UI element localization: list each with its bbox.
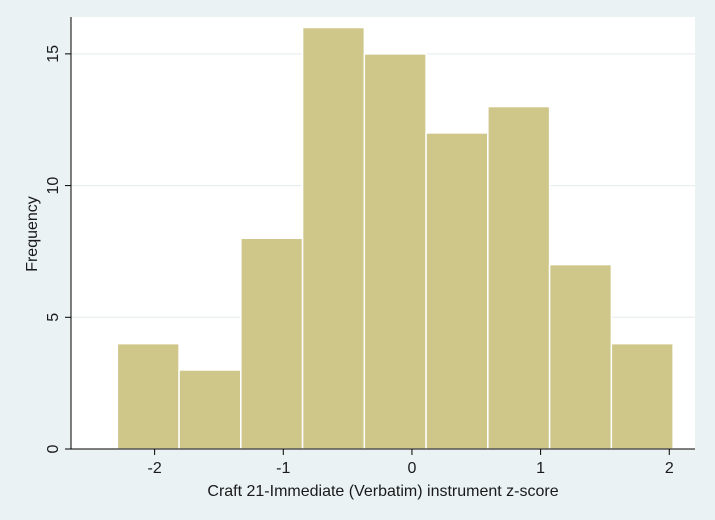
histogram-bar — [548, 263, 613, 450]
tick-labels: -2 -1 0 1 2 0 5 10 15 — [45, 45, 674, 477]
histogram-bar — [610, 342, 674, 450]
x-tick-label: 1 — [536, 460, 545, 477]
histogram-bar — [487, 105, 551, 450]
x-tick-label: 0 — [407, 460, 416, 477]
histogram-bar — [116, 342, 180, 450]
x-tick-label: 2 — [665, 460, 674, 477]
x-tick-label: -2 — [148, 460, 162, 477]
histogram-bar — [240, 237, 304, 450]
histogram-bar — [363, 53, 427, 450]
histogram-bars — [116, 26, 674, 450]
y-tick-label: 10 — [45, 177, 62, 195]
y-axis-title: Frequency — [24, 196, 41, 272]
x-axis-title: Craft 21-Immediate (Verbatim) instrument… — [207, 483, 558, 500]
x-tick-label: -1 — [276, 460, 290, 477]
y-tick-label: 5 — [45, 313, 62, 322]
axes — [65, 17, 695, 455]
y-tick-label: 0 — [45, 444, 62, 453]
histogram-bar — [425, 132, 489, 450]
histogram-bar — [301, 26, 366, 450]
y-tick-label: 15 — [45, 45, 62, 63]
histogram-bar — [178, 369, 242, 450]
